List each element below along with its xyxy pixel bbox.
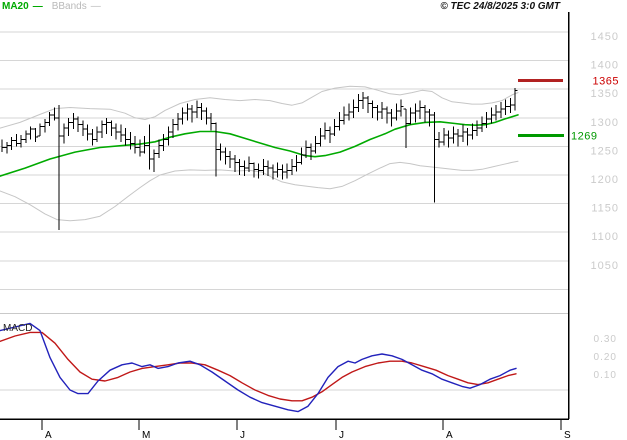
legend-bbands-dash: — xyxy=(90,1,101,12)
price-axis-label: 1050 xyxy=(591,260,619,272)
price-axis-label: 1150 xyxy=(591,203,619,215)
month-label: J xyxy=(339,430,344,440)
macd-axis-label: 0.20 xyxy=(594,352,617,363)
macd-axis-label: 0.30 xyxy=(594,334,617,345)
legend-ma20-dash: — xyxy=(32,1,43,12)
month-label: M xyxy=(142,430,150,440)
month-label: A xyxy=(446,430,453,440)
resistance-label: 1365 xyxy=(593,76,619,88)
macd-panel-label: MACD xyxy=(3,323,33,334)
price-axis-label: 1300 xyxy=(591,117,619,129)
bollinger-lower-line xyxy=(0,160,519,222)
legend-bbands-label: BBands xyxy=(51,1,87,12)
bollinger-upper-line xyxy=(0,85,519,129)
macd-line xyxy=(0,322,517,413)
price-axis-label: 1350 xyxy=(591,88,619,100)
legend: MA20 — BBands — xyxy=(2,1,101,13)
month-label: S xyxy=(564,430,571,440)
month-label: J xyxy=(240,430,245,440)
copyright-text: © TEC 24/8/2025 3:0 GMT xyxy=(440,1,560,12)
month-label: A xyxy=(45,430,52,440)
price-axis-label: 1450 xyxy=(591,31,619,43)
support-label: 1269 xyxy=(571,131,597,143)
price-axis-label: 1200 xyxy=(591,174,619,186)
macd-axis-label: 0.10 xyxy=(594,370,617,381)
price-axis-label: 1400 xyxy=(591,60,619,72)
price-axis-label: 1100 xyxy=(591,231,619,243)
macd-signal-line xyxy=(0,331,517,402)
price-axis-label: 1250 xyxy=(591,145,619,157)
legend-ma20-label: MA20 xyxy=(2,1,29,12)
